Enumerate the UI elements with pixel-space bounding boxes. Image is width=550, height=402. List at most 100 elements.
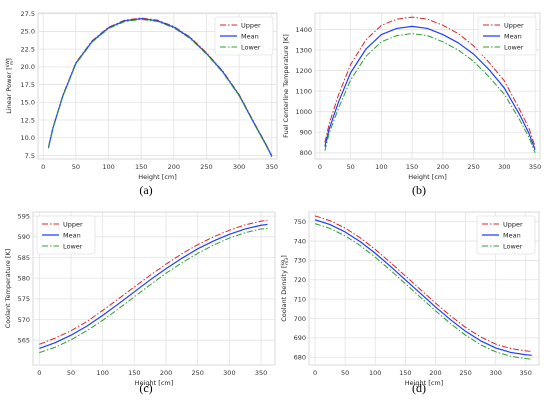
- panel-b-series-upper-line: [324, 16, 536, 147]
- panel-a-x-tick-label: 200: [168, 163, 180, 171]
- panel-d-chart: 0 50 100 150 200 250 300 350 680 690 700 710 720 730 7…: [280, 211, 540, 387]
- panel-b-x-tick-label: 100: [375, 163, 387, 171]
- panel-b-y-tick-label: 1200: [295, 67, 312, 75]
- panel-b-y-tick-label: 1100: [295, 87, 312, 95]
- panel-b-y-axis-label: Fuel Centerline Temperature [K]: [282, 34, 290, 138]
- panel-b-series-mean-line: [324, 25, 536, 150]
- panel-b-x-tick-label: 50: [347, 163, 355, 171]
- panel-d-series-mean-line: [314, 219, 532, 356]
- panel-b-y-tick-label: 900: [300, 129, 312, 137]
- panel-c-y-tick-label: 590: [18, 233, 30, 241]
- panel-a-x-tick-label: 300: [233, 163, 245, 171]
- panel-d-y-tick-label: 750: [294, 218, 306, 226]
- panel-b-legend-label-lower: Lower: [504, 43, 524, 51]
- panel-c-series-upper-line: [39, 219, 268, 345]
- panel-d-x-tick-label: 150: [399, 369, 411, 377]
- panel-c-y-tick-label: 585: [18, 254, 30, 262]
- panel-c-x-tick-label: 200: [160, 369, 172, 377]
- panel-c-series-lower-line: [39, 228, 268, 354]
- panel-d-y-axis-label: Coolant Density [kgm3]: [280, 255, 290, 322]
- panel-c-y-axis-label: Coolant Temperature [K]: [4, 249, 12, 329]
- panel-c-x-tick-label: 0: [37, 369, 41, 377]
- panel-c-legend-box: [36, 215, 96, 255]
- panel-b-x-tick-label: 250: [467, 163, 479, 171]
- panel-d-series-upper-line: [314, 215, 532, 352]
- panel-b-x-tick-label: 200: [437, 163, 449, 171]
- panel-a-legend-box: [214, 16, 274, 56]
- panel-d-y-tick-label: 690: [294, 334, 306, 342]
- panel-d-legend-label-upper: Upper: [503, 220, 523, 228]
- panel-c-y-tick-label: 575: [18, 295, 30, 303]
- panel-b-legend-label-mean: Mean: [504, 32, 522, 40]
- panel-b-legend-label-upper: Upper: [504, 21, 524, 29]
- panel-c-legend: Upper Mean Lower: [36, 215, 96, 255]
- panel-a-chart: 0 50 100 150 200 250 300 350 7.5 10.0 12.5 15.0 17.5…: [5, 10, 278, 181]
- panel-a-caption: (a): [139, 183, 153, 197]
- panel-d-y-tick-label: 680: [294, 354, 306, 362]
- panel-a-series-lower-line: [47, 18, 273, 158]
- panel-d-y-tick-label: 740: [294, 237, 306, 245]
- panel-b-series-lower-line: [324, 33, 536, 154]
- panel-c-x-tick-label: 250: [192, 369, 204, 377]
- panel-a-y-tick-label: 10.0: [21, 134, 35, 142]
- panel-d-legend: Upper Mean Lower: [476, 215, 536, 255]
- panel-b-y-tick-label: 1400: [295, 26, 312, 34]
- panel-d-legend-label-mean: Mean: [503, 231, 521, 239]
- panel-b-x-tick-label: 0: [318, 163, 322, 171]
- panel-a-y-tick-label: 12.5: [21, 116, 35, 124]
- panel-c-chart: 0 50 100 150 200 250 300 350 565 570 575 580 585 590 5…: [4, 211, 276, 387]
- panel-d-x-tick-label: 200: [429, 369, 441, 377]
- panel-c-caption: (c): [139, 381, 153, 395]
- panel-d-x-tick-label: 0: [313, 369, 317, 377]
- panel-d-legend-box: [476, 215, 536, 255]
- panel-d-y-tick-label: 710: [294, 295, 306, 303]
- panel-c-y-tick-label: 595: [18, 212, 30, 220]
- panel-a-x-tick-label: 50: [72, 163, 80, 171]
- panel-d-series-lower-line: [314, 223, 532, 360]
- panel-c-legend-label-mean: Mean: [63, 231, 81, 239]
- panel-d-legend-label-lower: Lower: [503, 242, 523, 250]
- panel-a-x-tick-label: 350: [266, 163, 278, 171]
- panel-d-x-axis-label: Height [cm]: [405, 379, 444, 387]
- panel-c-y-tick-label: 580: [18, 274, 30, 282]
- panel-a-y-tick-label: 17.5: [21, 81, 35, 89]
- panel-b-y-tick-label: 1000: [295, 108, 312, 116]
- panel-d-caption: (d): [412, 381, 426, 395]
- panel-c-legend-label-lower: Lower: [63, 242, 83, 250]
- panel-b-x-tick-label: 300: [498, 163, 510, 171]
- panel-d-x-tick-label: 100: [369, 369, 381, 377]
- panel-a-x-tick-label: 0: [41, 163, 45, 171]
- panel-d-y-tick-label: 730: [294, 257, 306, 265]
- panel-b-x-tick-label: 150: [406, 163, 418, 171]
- panel-b-y-tick-label: 1300: [295, 46, 312, 54]
- panel-a-x-axis-label: Height [cm]: [138, 173, 177, 181]
- panel-b-x-tick-label: 350: [529, 163, 541, 171]
- panel-a-legend-label-upper: Upper: [241, 21, 261, 29]
- panel-a-y-tick-label: 7.5: [25, 152, 35, 160]
- panel-a-y-tick-label: 22.5: [21, 45, 35, 53]
- panel-a-x-tick-label: 150: [135, 163, 147, 171]
- panel-a-y-tick-label: 15.0: [21, 99, 35, 107]
- panel-a-y-tick-label: 27.5: [21, 10, 35, 18]
- panel-a-y-tick-label: 25.0: [21, 28, 35, 36]
- panel-c-x-axis-label: Height [cm]: [135, 379, 174, 387]
- panel-b-y-tick-label: 800: [300, 149, 312, 157]
- panel-a-x-tick-label: 100: [102, 163, 114, 171]
- panel-a-x-tick-label: 250: [200, 163, 212, 171]
- panel-d-y-tick-label: 720: [294, 276, 306, 284]
- panel-d-x-tick-label: 50: [341, 369, 349, 377]
- panel-d-x-tick-label: 250: [459, 369, 471, 377]
- panel-c-y-tick-label: 565: [18, 336, 30, 344]
- panel-a-y-axis-label: Linear Power [kWm]: [5, 58, 15, 114]
- panel-c-legend-label-upper: Upper: [63, 220, 83, 228]
- panel-c-x-tick-label: 350: [255, 369, 267, 377]
- panel-c-y-tick-label: 570: [18, 316, 30, 324]
- panel-d-y-tick-label: 700: [294, 315, 306, 323]
- panel-c-x-tick-label: 300: [223, 369, 235, 377]
- panel-b-chart: 0 50 100 150 200 250 300 350 800 900 1000 1100 1200 1…: [282, 12, 541, 181]
- panel-a-legend: Upper Mean Lower: [214, 16, 274, 56]
- panel-b-caption: (b): [412, 183, 426, 197]
- panel-d-x-tick-label: 350: [520, 369, 532, 377]
- panel-d-x-tick-label: 300: [489, 369, 501, 377]
